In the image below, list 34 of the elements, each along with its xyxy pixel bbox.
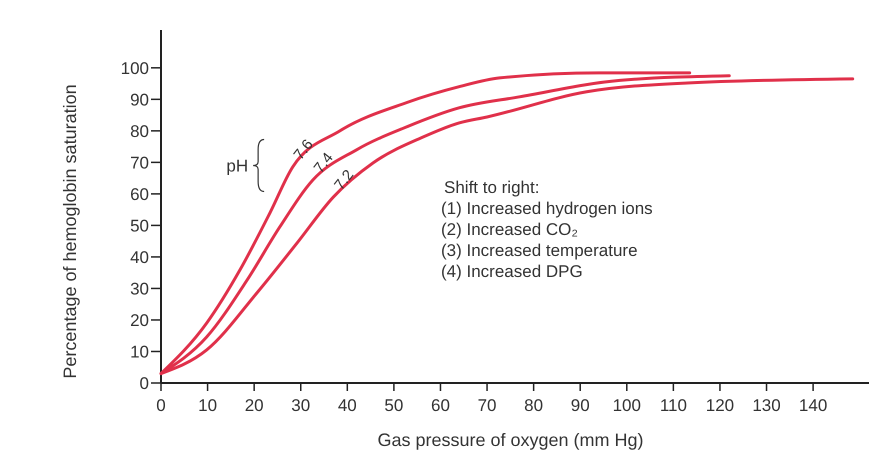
y-axis-title: Percentage of hemoglobin saturation [60,84,80,379]
y-tick-label: 60 [130,184,149,204]
y-tick-label: 20 [130,310,149,330]
x-tick-label: 60 [431,396,450,415]
annotation: Shift to right: [444,178,540,197]
annotation: (4) Increased DPG [441,262,583,281]
x-tick-label: 10 [198,396,218,415]
y-tick-label: 0 [140,374,149,393]
x-axis-title: Gas pressure of oxygen (mm Hg) [377,430,644,450]
annotation: (3) Increased temperature [441,241,638,260]
y-tick-label: 70 [130,153,149,172]
x-tick-label: 90 [570,396,590,415]
x-tick-label: 140 [798,396,828,415]
x-tick-label: 120 [706,396,734,415]
y-tick-label: 80 [130,122,149,141]
x-tick-label: 80 [524,396,544,415]
annotation: pH [226,156,248,176]
y-tick-label: 100 [120,58,149,78]
x-tick-label: 50 [384,396,404,415]
x-tick-label: 110 [660,396,687,415]
x-tick-label: 100 [612,396,641,415]
annotation: (1) Increased hydrogen ions [441,199,653,218]
y-tick-label: 10 [130,342,149,362]
y-tick-label: 50 [130,216,149,236]
x-tick-label: 130 [752,396,781,415]
x-tick-label: 20 [244,396,264,415]
y-tick-label: 40 [130,248,149,267]
y-tick-label: 30 [130,279,149,298]
x-tick-label: 70 [478,396,497,415]
x-tick-label: 0 [156,396,166,415]
x-tick-label: 40 [338,396,357,415]
x-tick-label: 30 [291,396,310,415]
annotation: (2) Increased CO₂ [441,220,578,239]
y-tick-label: 90 [130,90,149,110]
